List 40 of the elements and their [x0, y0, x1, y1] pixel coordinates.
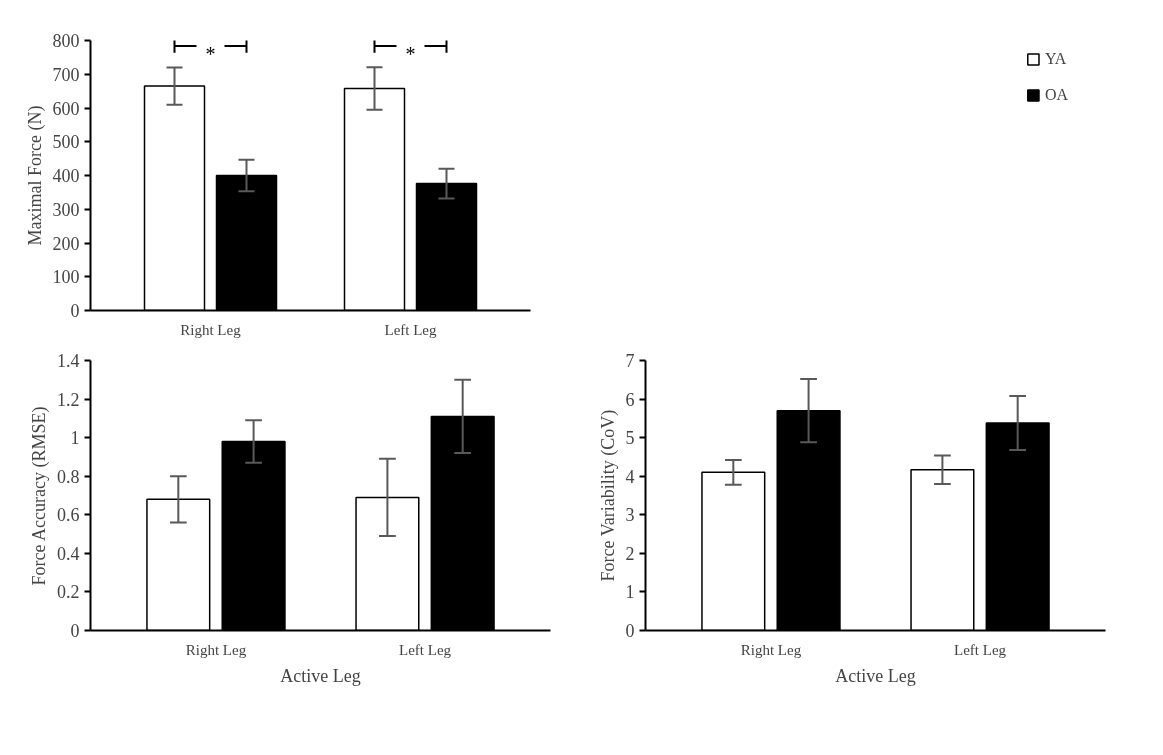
- y-tick-label: 400: [52, 166, 80, 186]
- y-tick-label: 0: [70, 621, 80, 641]
- y-tick-label: 300: [52, 199, 80, 220]
- annotation: *: [405, 43, 416, 65]
- y-tick-label: 800: [52, 31, 80, 51]
- x-tick-label: Right Leg: [185, 641, 247, 658]
- y-tick-label: 6: [625, 389, 635, 410]
- y-tick-label: 100: [52, 267, 80, 288]
- x-axis-title: Active Leg: [280, 665, 361, 686]
- y-tick-label: 500: [52, 132, 80, 153]
- y-tick-label: 0: [70, 301, 80, 321]
- legend-label: YA: [1044, 50, 1067, 68]
- y-tick-label: 0.6: [57, 505, 80, 526]
- annotation: *: [205, 43, 216, 65]
- x-tick-label: Right Leg: [180, 321, 242, 338]
- x-tick-label: Left Leg: [399, 641, 452, 658]
- y-tick-label: 600: [52, 98, 80, 119]
- y-tick-label: 1: [625, 582, 635, 603]
- y-tick-label: 0.4: [57, 543, 80, 564]
- x-axis-title: Active Leg: [835, 665, 916, 686]
- y-tick-label: 2: [625, 543, 635, 564]
- x-tick-label: Left Leg: [954, 641, 1007, 658]
- y-tick-label: 5: [625, 428, 635, 449]
- y-tick-label: 700: [52, 64, 80, 85]
- y-tick-label: 0.8: [57, 466, 80, 487]
- y-tick-label: 1.4: [57, 351, 80, 371]
- y-tick-label: 1.2: [57, 389, 80, 410]
- legend-label: OA: [1044, 86, 1068, 104]
- y-tick-label: 1: [70, 428, 80, 449]
- y-axis-title: Force Accuracy (RMSE): [29, 406, 50, 586]
- x-tick-label: Right Leg: [740, 641, 802, 658]
- y-tick-label: 4: [625, 466, 635, 487]
- y-tick-label: 0.2: [57, 582, 80, 603]
- y-tick-label: 200: [52, 233, 80, 254]
- y-tick-label: 0: [625, 621, 635, 641]
- y-tick-label: 3: [625, 505, 635, 526]
- x-tick-label: Left Leg: [384, 321, 438, 338]
- y-axis-title: Maximal Force (N): [24, 105, 46, 246]
- y-axis-title: Force Variability (CoV): [597, 409, 619, 582]
- y-tick-label: 7: [625, 351, 635, 371]
